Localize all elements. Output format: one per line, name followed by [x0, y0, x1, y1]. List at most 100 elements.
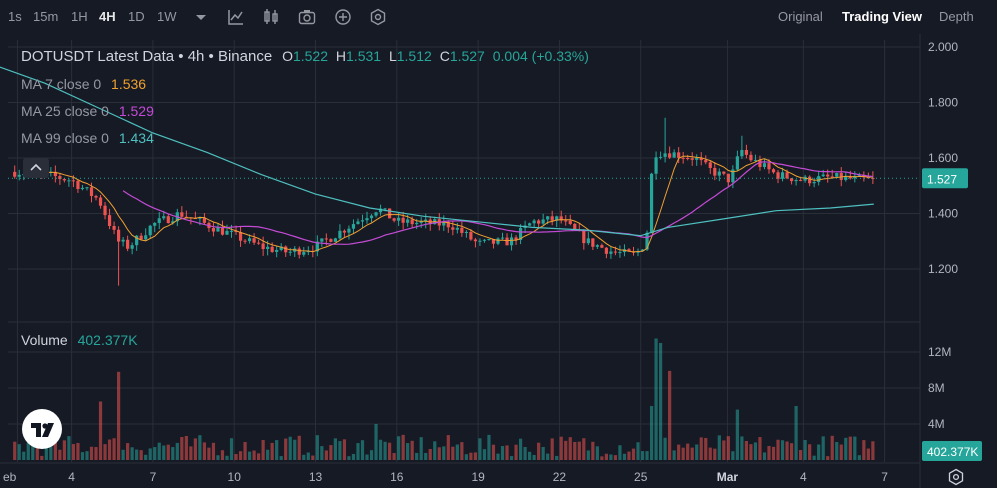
volume-bar [668, 370, 672, 460]
candle-body [591, 238, 595, 247]
candle-body [135, 235, 139, 246]
timeframe-15m[interactable]: 15m [33, 9, 59, 24]
legend-ma25[interactable]: MA 25 close 0 1.529 [21, 103, 154, 119]
volume-bar [85, 451, 89, 460]
volume-bar [44, 437, 48, 460]
candle-body [58, 176, 62, 180]
candle-body [744, 149, 749, 155]
timeframe-1s[interactable]: 1s [8, 9, 22, 24]
candle-body [107, 215, 112, 227]
volume-bar [789, 443, 794, 460]
volume-bar [428, 448, 432, 460]
volume-bar [753, 442, 758, 460]
volume-bar [640, 451, 645, 460]
volume-bar [681, 447, 685, 460]
volume-bar [189, 446, 193, 460]
volume-bar [803, 439, 807, 460]
legend-ma99[interactable]: MA 99 close 0 1.434 [21, 130, 154, 146]
volume-bar [130, 447, 134, 460]
candle-body [677, 152, 681, 158]
volume-bar [848, 436, 852, 460]
volume-bar [311, 455, 315, 460]
volume-bar [844, 437, 848, 460]
view-depth-button[interactable]: Depth [939, 9, 974, 24]
volume-bar [112, 438, 116, 460]
candle-body [374, 212, 378, 216]
volume-bar [392, 453, 396, 460]
candle-body [663, 153, 667, 157]
candle-body [482, 239, 487, 241]
candle-body [749, 154, 753, 161]
candle-body [356, 221, 360, 225]
volume-bar [686, 443, 690, 460]
settings-hex-icon[interactable] [368, 7, 388, 27]
x-tick-label: 19 [471, 470, 485, 484]
candle-body [645, 232, 649, 250]
volume-bar [139, 450, 143, 460]
timeframe-1h[interactable]: 1H [71, 9, 88, 24]
ma25-label: MA 25 close 0 [21, 103, 109, 119]
volume-last-tag [922, 441, 982, 461]
candle-body [559, 216, 563, 221]
candle-body [225, 230, 229, 235]
camera-icon[interactable] [297, 7, 317, 27]
volume-bar [135, 449, 139, 460]
candle-body [537, 220, 541, 224]
x-tick-label: 10 [228, 470, 242, 484]
legend-ma7[interactable]: MA 7 close 0 1.536 [21, 76, 146, 92]
candle-body [275, 249, 279, 252]
timeframe-1d[interactable]: 1D [128, 9, 145, 24]
candle-body [229, 230, 234, 232]
candle-body [848, 176, 852, 179]
view-tradingview-button[interactable]: Trading View [842, 9, 922, 24]
candle-body [821, 174, 825, 177]
ma99-line [0, 66, 874, 237]
volume-bar [397, 436, 401, 460]
candle-body [600, 245, 604, 248]
volume-bar [487, 434, 491, 460]
volume-bar [121, 449, 125, 460]
volume-bar [509, 456, 514, 460]
volume-tick-label: 12M [928, 345, 951, 359]
volume-bar [220, 450, 225, 460]
volume-bar [627, 451, 631, 460]
price-chart[interactable]: 1.200 1.400 1.600 1.800 2.000 4M 8M 12M 1.527 402… [0, 34, 997, 488]
candle-style-icon[interactable] [261, 7, 281, 27]
candle-body [302, 252, 306, 255]
candle-body [735, 156, 739, 170]
volume-bar [166, 444, 170, 460]
volume-bar [76, 442, 80, 460]
plus-circle-icon[interactable] [333, 7, 353, 27]
volume-bar [216, 455, 220, 460]
view-original-button[interactable]: Original [778, 9, 823, 24]
candle-body [500, 237, 505, 239]
volume-bar [622, 453, 627, 460]
volume-bar [261, 439, 265, 460]
volume-bar [424, 452, 428, 460]
candle-body [455, 227, 459, 230]
volume-bar [184, 435, 188, 460]
candle-body [76, 180, 80, 190]
timeframe-1w[interactable]: 1W [157, 9, 177, 24]
candle-body [324, 238, 328, 240]
volume-bar [374, 424, 378, 460]
volume-bar [595, 446, 599, 460]
price-tick-label: 1.800 [928, 96, 958, 110]
volume-bar [175, 442, 179, 460]
tradingview-logo[interactable] [22, 409, 62, 449]
volume-bar [288, 436, 292, 460]
chevron-down-icon[interactable] [191, 7, 211, 27]
volume-bar [649, 406, 654, 460]
indicators-icon[interactable] [226, 7, 246, 27]
volume-bar [153, 447, 157, 460]
volume-bar [478, 438, 482, 460]
volume-bar [329, 445, 333, 460]
volume-bar [735, 409, 739, 460]
timeframe-4h[interactable]: 4H [99, 9, 116, 24]
x-tick-label: Mar [717, 470, 739, 484]
collapse-legend-button[interactable] [23, 158, 49, 178]
chart-settings-icon[interactable] [947, 468, 965, 486]
volume-bar [794, 406, 798, 460]
volume-bar [80, 452, 85, 460]
volume-bar [433, 441, 437, 460]
